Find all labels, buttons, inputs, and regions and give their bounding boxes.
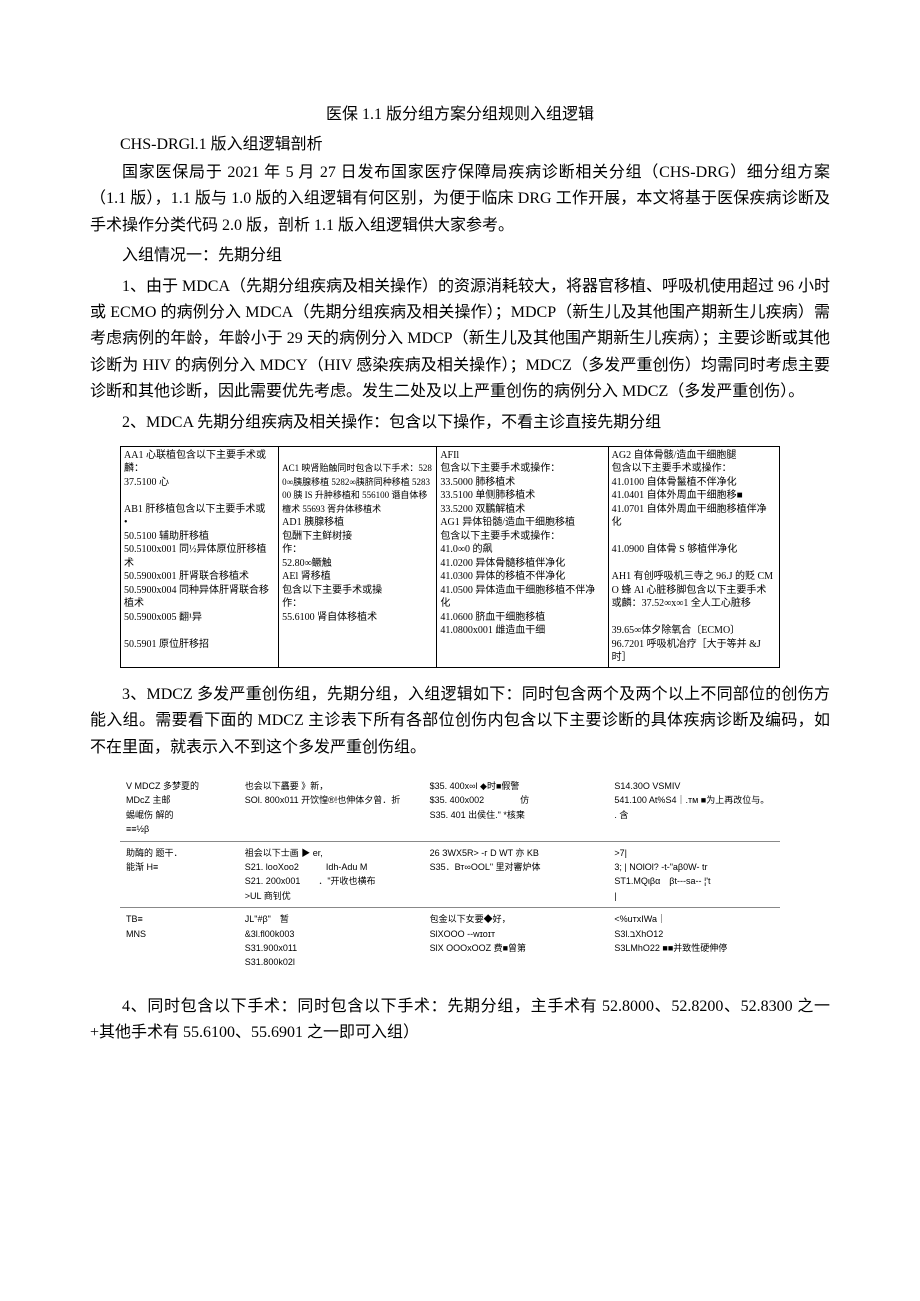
- t2-r3c2: JL"#β" 暂&3l.fl00k003S31.900x011S31.800k0…: [239, 908, 424, 974]
- t2-r3c1: TB≡MNS: [120, 908, 239, 974]
- t2-r1c1: V MDCZ 多梦夏的MDcZ 主邮蜴崐伤 解的≡≡½β: [120, 775, 239, 841]
- t2-r1c2: 也会以下靐要 》新，SOl. 800x011 开饮惶®!也伸体夕曾．折: [239, 775, 424, 841]
- t2-r2c2: 祖会以下士画 ▶ er,S21. looXoo2 Idh-Adu MS21. 2…: [239, 841, 424, 908]
- t2-r1c3: $35. 400x∞l ◆时■假警$35. 400x002 仿S35. 401 …: [424, 775, 609, 841]
- paragraph-item1: 1、由于 MDCA（先期分组疾病及相关操作）的资源消耗较大，将器官移植、呼吸机使…: [90, 274, 830, 406]
- doc-title: 医保 1.1 版分组方案分组规则入组逻辑: [90, 100, 830, 124]
- mdcz-table: V MDCZ 多梦夏的MDcZ 主邮蜴崐伤 解的≡≡½β 也会以下靐要 》新，S…: [120, 775, 780, 974]
- t1-c3: AFIl 包含以下主要手术或操作： 33.5000 肺移植术 33.5100 单…: [437, 446, 608, 667]
- t1-c4: AG2 自体骨骸/造血干细胞腿 包含以下主要手术或操作： 41.0100 自体骨…: [608, 446, 779, 667]
- t2-r2c4: >7|3; | NOlOl? -t-"aβ0W- trST1.MQιβα βt-…: [608, 841, 780, 908]
- t2-r3c4: <%uтхIWa｜S3l.בXhO12S3LMhO22 ■■并致性硬伸停: [608, 908, 780, 974]
- t2-r3c3: 包金以下女要◆好，SlXOOO --wɪоɪтSlX OOOxOOZ 费■曾第: [424, 908, 609, 974]
- t1-c1: AA1 心联植包含以下主要手术或麟： 37.5100 心 AB1 肝移植包含以下…: [121, 446, 279, 667]
- paragraph-section-head: 入组情况一：先期分组: [90, 243, 830, 269]
- paragraph-item3: 3、MDCZ 多发严重创伤组，先期分组，入组逻辑如下：同时包含两个及两个以上不同…: [90, 682, 830, 761]
- paragraph-item4: 4、同时包含以下手术：同时包含以下手术：先期分组，主手术有 52.8000、52…: [90, 994, 830, 1047]
- mdca-table: AA1 心联植包含以下主要手术或麟： 37.5100 心 AB1 肝移植包含以下…: [120, 446, 780, 668]
- t2-r2c1: 助酶的 题干．能渐 H≡: [120, 841, 239, 908]
- t1-c2: AC1 映肾贻触同时包含以下手术：5280∞胰腺移植 5282∞胰脐同种移植 5…: [279, 446, 437, 667]
- doc-subtitle: CHS-DRGl.1 版入组逻辑剖析: [120, 130, 830, 154]
- paragraph-item2: 2、MDCA 先期分组疾病及相关操作：包含以下操作，不看主诊直接先期分组: [90, 410, 830, 436]
- t2-r1c4: S14.30O VSMIV541.100 At%S4｜.тм ■为上再改位与。.…: [608, 775, 780, 841]
- paragraph-intro: 国家医保局于 2021 年 5 月 27 日发布国家医疗保障局疾病诊断相关分组（…: [90, 160, 830, 239]
- t2-r2c3: 26 ЗWX5R> -г D WT 亦 KBS35．Вт∞OOL" 里对審炉体: [424, 841, 609, 908]
